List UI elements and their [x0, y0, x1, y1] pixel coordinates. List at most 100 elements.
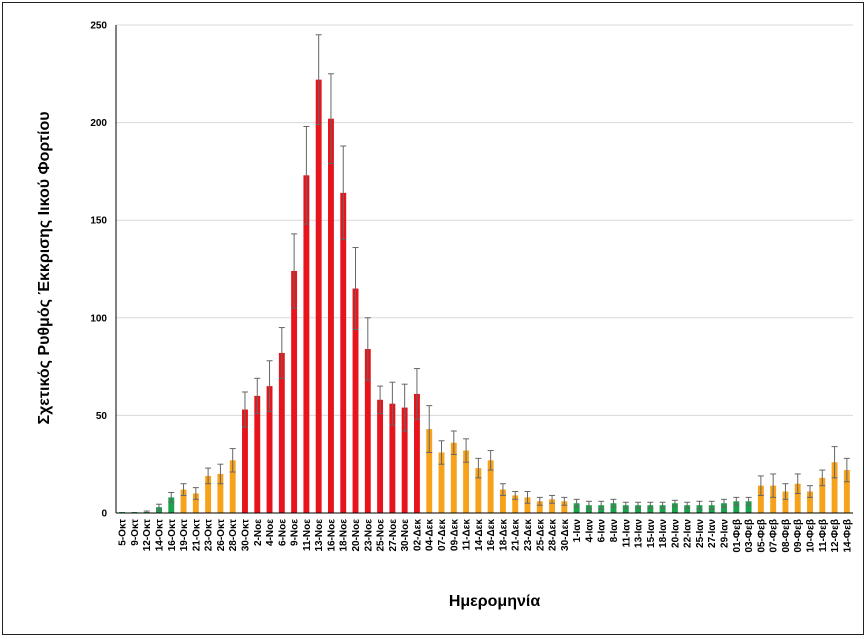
error-bar: [180, 483, 187, 496]
error-bar: [671, 499, 678, 507]
x-tick-label: 23-Νοε: [363, 519, 374, 552]
x-tick-label: 18-Δεκ: [498, 519, 509, 551]
error-bar: [389, 381, 396, 426]
error-bar: [708, 500, 715, 510]
x-tick-label: 21-Δεκ: [511, 519, 522, 551]
x-tick-label: 11-Φεβ: [818, 519, 829, 552]
error-bar: [536, 496, 543, 506]
error-bar: [278, 327, 285, 379]
error-bar: [635, 501, 642, 509]
bar: [291, 270, 298, 513]
x-tick-label: 11-Δεκ: [462, 519, 473, 551]
error-bar: [463, 438, 470, 463]
error-bar: [352, 247, 359, 331]
x-tick-label: 19-Οκτ: [179, 518, 190, 551]
bar: [450, 442, 457, 513]
bar: [426, 429, 433, 513]
error-bar: [192, 487, 199, 500]
x-tick-label: 18-Ιαν: [658, 519, 669, 548]
error-bar: [512, 491, 519, 500]
error-bar: [426, 405, 433, 453]
x-tick-label: 1-Ιαν: [572, 519, 583, 543]
x-tick-label: 15-Ιαν: [646, 519, 657, 548]
x-tick-label: 5-Οκτ: [118, 518, 129, 545]
x-tick-label: 20-Ιαν: [670, 519, 681, 548]
bar: [610, 503, 617, 513]
bar: [180, 489, 187, 513]
error-bar: [794, 473, 801, 494]
x-tick-label: 07-Δεκ: [437, 519, 448, 551]
error-bar: [450, 430, 457, 455]
y-axis-ticks: 0 50 100 150 200 250: [90, 21, 107, 520]
error-bar: [684, 501, 691, 509]
x-tick-label: 16-Νοε: [326, 519, 337, 552]
bar: [659, 505, 666, 513]
y-tick-label: 0: [101, 509, 107, 520]
bar: [635, 505, 641, 513]
bar: [499, 489, 506, 513]
error-bar: [377, 385, 384, 414]
x-tick-label: 28-Δεκ: [548, 519, 559, 551]
x-tick-label: 21-Οκτ: [191, 518, 202, 551]
bar: [278, 352, 285, 513]
x-tick-label: 14-Οκτ: [154, 518, 165, 551]
bar: [475, 468, 482, 513]
x-tick-label: 9-Νοε: [290, 519, 301, 546]
bar: [303, 175, 310, 513]
y-tick-label: 50: [96, 411, 108, 422]
x-tick-label: 20-Νοε: [351, 519, 362, 552]
x-tick-label: 18-Νοε: [339, 519, 350, 552]
error-bar: [549, 494, 556, 504]
error-bar: [659, 501, 666, 509]
bar: [315, 79, 322, 513]
x-tick-label: 27-Ιαν: [707, 519, 718, 548]
error-bar: [229, 448, 236, 473]
bar: [377, 399, 384, 513]
bar: [745, 501, 752, 513]
error-bar: [610, 498, 617, 508]
error-bar: [757, 475, 764, 496]
x-tick-label: 28-Οκτ: [228, 518, 239, 551]
bar: [843, 470, 850, 513]
x-tick-label: 30-Οκτ: [240, 518, 251, 551]
x-tick-label: 16-Οκτ: [167, 518, 178, 551]
bars: [119, 79, 850, 514]
x-tick-label: 6-Νοε: [277, 519, 288, 546]
x-axis-title: Ημερομηνία: [449, 593, 541, 610]
error-bar: [647, 501, 654, 509]
bar: [573, 503, 580, 513]
bar: [192, 493, 199, 513]
error-bar: [524, 491, 531, 504]
bar: [794, 483, 801, 513]
x-tick-label: 07-Φεβ: [769, 519, 780, 553]
bar: [352, 288, 359, 513]
error-bar: [733, 496, 740, 506]
x-tick-label: 26-Οκτ: [216, 518, 227, 551]
bar: [340, 192, 347, 513]
bar: [487, 460, 494, 513]
bar: [512, 495, 519, 513]
bar: [733, 501, 740, 513]
x-tick-label: 22-Ιαν: [683, 519, 694, 548]
bar: [242, 409, 248, 513]
error-bar: [819, 469, 826, 487]
bar: [622, 505, 629, 513]
error-bar: [155, 503, 162, 511]
error-bar: [598, 500, 605, 510]
error-bar: [315, 34, 322, 126]
error-bar: [303, 126, 310, 225]
bar: [401, 407, 408, 513]
x-tick-label: 29-Ιαν: [720, 519, 731, 548]
x-tick-label: 04-Δεκ: [425, 519, 436, 551]
error-bar: [561, 496, 568, 506]
bar: [217, 473, 224, 513]
bar: [536, 501, 543, 513]
error-bar: [291, 233, 298, 309]
x-tick-label: 05-Φεβ: [756, 519, 767, 553]
bar: [328, 118, 334, 514]
x-tick-label: 02-Δεκ: [412, 519, 423, 551]
y-tick-label: 200: [90, 118, 107, 129]
x-tick-label: 14-Φεβ: [842, 519, 853, 553]
bar: [807, 491, 813, 513]
